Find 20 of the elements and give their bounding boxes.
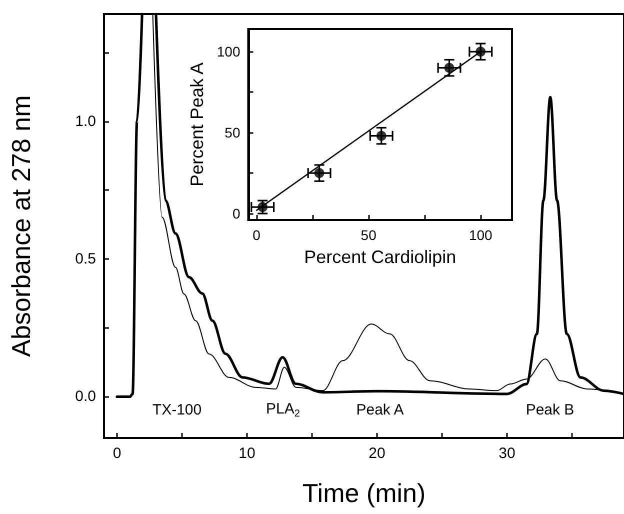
y-tick-label: 0.5	[75, 250, 96, 268]
x-tick-label: 30	[498, 445, 516, 462]
x-tick-label: 0	[252, 227, 261, 243]
x-tick-label: 50	[360, 227, 377, 243]
annotation: Peak A	[356, 402, 404, 418]
y-tick-label: 0.0	[75, 388, 96, 406]
x-tick-label: 10	[238, 445, 256, 462]
x-tick-label: 0	[112, 445, 122, 462]
annotation: Peak B	[526, 402, 574, 418]
y-axis-title: Absorbance at 278 nm	[6, 95, 36, 357]
y-tick-label: 100	[216, 44, 240, 60]
x-axis-title: Percent Cardiolipin	[304, 247, 456, 267]
x-tick-label: 20	[368, 445, 386, 462]
x-tick-label: 100	[468, 227, 493, 243]
y-tick-label: 50	[224, 124, 240, 141]
annotation: TX-100	[152, 402, 202, 418]
y-axis-title: Percent Peak A	[187, 62, 207, 187]
y-tick-label: 1.0	[75, 112, 96, 130]
y-tick-label: 0	[232, 206, 240, 222]
x-axis-title: Time (min)	[302, 478, 426, 508]
